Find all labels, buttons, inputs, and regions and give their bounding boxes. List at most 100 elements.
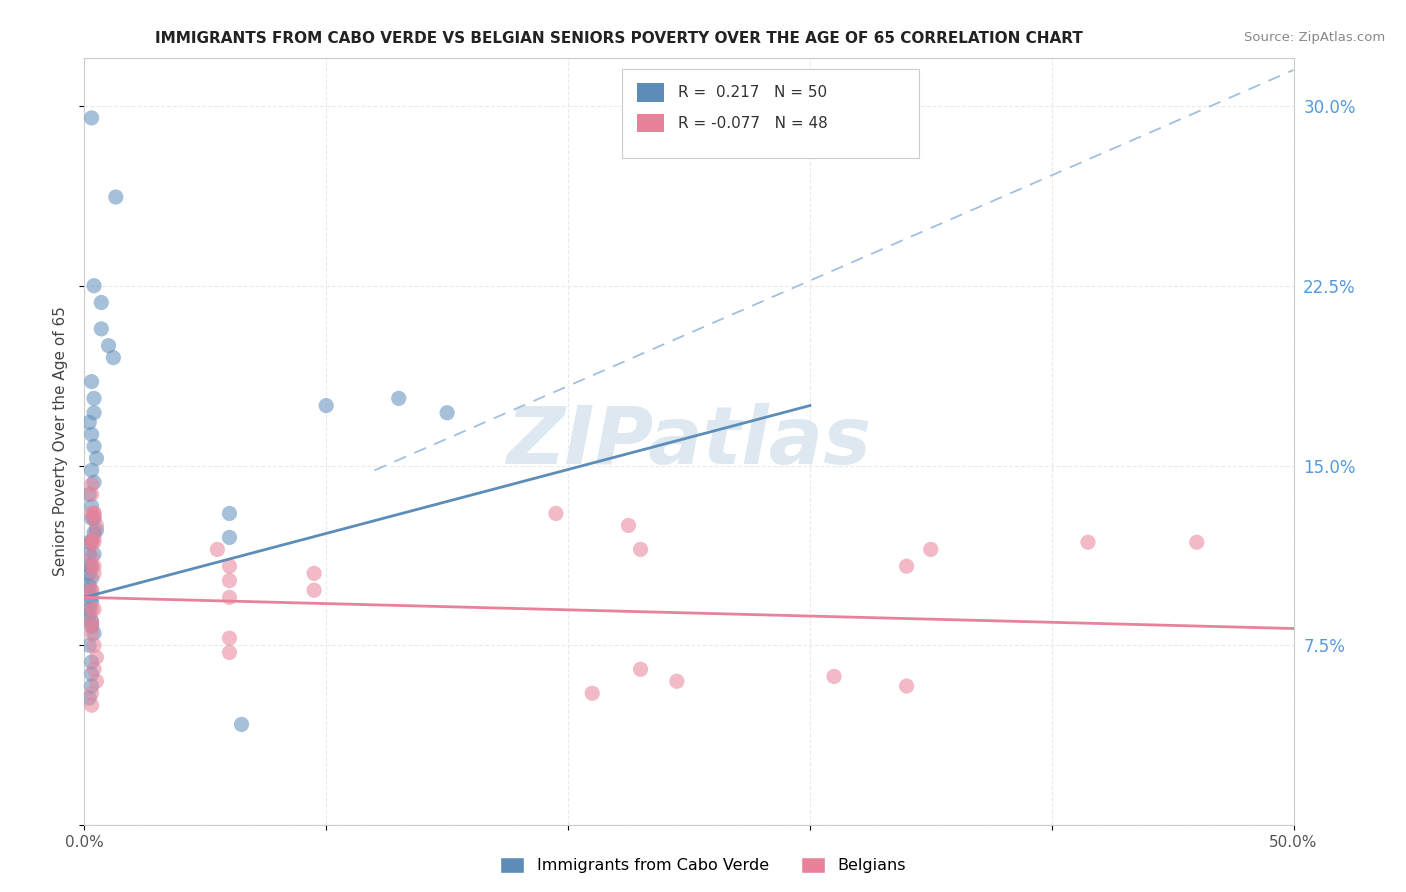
Point bbox=[77, 578, 100, 592]
Point bbox=[83, 439, 105, 453]
Point bbox=[80, 487, 103, 501]
Point bbox=[83, 278, 105, 293]
Point bbox=[80, 559, 103, 574]
Point bbox=[83, 507, 105, 521]
Point bbox=[83, 406, 105, 420]
Point bbox=[77, 638, 100, 652]
Point bbox=[80, 619, 103, 633]
Text: ZIPatlas: ZIPatlas bbox=[506, 402, 872, 481]
Point bbox=[920, 542, 942, 557]
Point bbox=[83, 507, 105, 521]
Point bbox=[80, 679, 103, 693]
Point bbox=[80, 500, 103, 514]
Point bbox=[86, 674, 108, 689]
Text: R = -0.077   N = 48: R = -0.077 N = 48 bbox=[678, 116, 828, 130]
Point bbox=[80, 698, 103, 713]
Point bbox=[83, 475, 105, 490]
Point bbox=[83, 602, 105, 616]
Point bbox=[80, 535, 103, 549]
Point bbox=[86, 518, 108, 533]
Point bbox=[86, 523, 108, 537]
Point bbox=[86, 451, 108, 466]
Point bbox=[218, 559, 240, 574]
Point bbox=[83, 626, 105, 640]
Text: R =  0.217   N = 50: R = 0.217 N = 50 bbox=[678, 85, 827, 100]
Point bbox=[83, 638, 105, 652]
Point bbox=[80, 655, 103, 669]
Point bbox=[83, 511, 105, 525]
Point bbox=[896, 559, 918, 574]
Point bbox=[617, 518, 640, 533]
Point bbox=[630, 662, 652, 676]
Point bbox=[80, 375, 103, 389]
Point bbox=[315, 399, 337, 413]
Point bbox=[207, 542, 229, 557]
Point bbox=[83, 525, 105, 540]
Point bbox=[77, 583, 100, 598]
Point bbox=[83, 530, 105, 544]
FancyBboxPatch shape bbox=[637, 83, 664, 102]
Point bbox=[80, 619, 103, 633]
Point bbox=[80, 511, 103, 525]
Point bbox=[83, 535, 105, 549]
Point bbox=[388, 392, 411, 406]
Point bbox=[83, 566, 105, 581]
Point bbox=[896, 679, 918, 693]
Point bbox=[80, 507, 103, 521]
Point bbox=[302, 583, 325, 598]
Point bbox=[77, 415, 100, 429]
Point bbox=[80, 463, 103, 477]
Point bbox=[80, 571, 103, 585]
Point bbox=[80, 559, 103, 574]
Point bbox=[103, 351, 125, 365]
Point bbox=[231, 717, 253, 731]
Point bbox=[80, 549, 103, 564]
Point bbox=[77, 691, 100, 706]
Point bbox=[218, 507, 240, 521]
Point bbox=[83, 662, 105, 676]
Point bbox=[77, 607, 100, 621]
Point bbox=[97, 338, 120, 352]
Point bbox=[823, 669, 845, 683]
Text: IMMIGRANTS FROM CABO VERDE VS BELGIAN SENIORS POVERTY OVER THE AGE OF 65 CORRELA: IMMIGRANTS FROM CABO VERDE VS BELGIAN SE… bbox=[155, 31, 1083, 46]
Point bbox=[1077, 535, 1099, 549]
Point bbox=[80, 477, 103, 491]
Point bbox=[80, 615, 103, 629]
Point bbox=[77, 547, 100, 561]
Point bbox=[80, 427, 103, 442]
Point bbox=[77, 566, 100, 581]
Point bbox=[104, 190, 127, 204]
Point bbox=[83, 392, 105, 406]
Point bbox=[630, 542, 652, 557]
Point bbox=[218, 646, 240, 660]
Point bbox=[77, 487, 100, 501]
Point bbox=[80, 615, 103, 629]
Point bbox=[77, 535, 100, 549]
Point bbox=[218, 530, 240, 544]
Point bbox=[83, 559, 105, 574]
Point bbox=[80, 591, 103, 605]
Point bbox=[218, 574, 240, 588]
Point bbox=[80, 111, 103, 125]
FancyBboxPatch shape bbox=[637, 114, 664, 132]
Point bbox=[80, 626, 103, 640]
Point bbox=[80, 535, 103, 549]
Point bbox=[80, 667, 103, 681]
Point bbox=[1185, 535, 1208, 549]
Point bbox=[218, 631, 240, 645]
Point bbox=[80, 535, 103, 549]
Point bbox=[80, 583, 103, 598]
Legend: Immigrants from Cabo Verde, Belgians: Immigrants from Cabo Verde, Belgians bbox=[494, 850, 912, 880]
Point bbox=[90, 322, 112, 336]
Point bbox=[581, 686, 603, 700]
Point bbox=[302, 566, 325, 581]
Point bbox=[77, 559, 100, 574]
Point bbox=[86, 650, 108, 665]
Point bbox=[80, 595, 103, 609]
Point bbox=[80, 583, 103, 598]
Y-axis label: Seniors Poverty Over the Age of 65: Seniors Poverty Over the Age of 65 bbox=[53, 307, 69, 576]
Text: Source: ZipAtlas.com: Source: ZipAtlas.com bbox=[1244, 31, 1385, 45]
Point bbox=[544, 507, 567, 521]
FancyBboxPatch shape bbox=[623, 70, 918, 158]
Point bbox=[665, 674, 688, 689]
